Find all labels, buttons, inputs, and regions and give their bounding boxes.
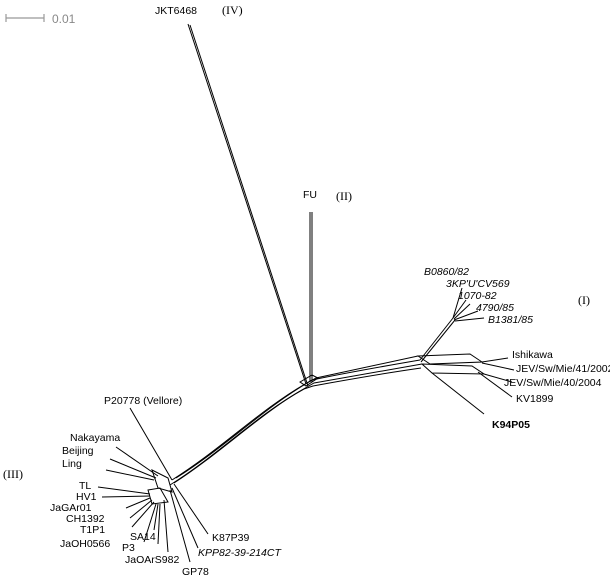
right-splits-box-1 — [416, 353, 484, 365]
center-splits-box — [299, 374, 319, 387]
taxon-ishikawa: Ishikawa — [512, 349, 553, 361]
left-cluster-edges — [97, 407, 209, 563]
taxon-jagar01: JaGAr01 — [50, 502, 92, 514]
backbone-left-4 — [175, 381, 310, 479]
left-splits-box-1 — [151, 469, 173, 493]
branch-jagar01 — [125, 497, 151, 509]
taxon-k94p05: K94P05 — [492, 419, 530, 431]
branch-hv1 — [101, 495, 151, 498]
branch-1070 — [453, 303, 471, 320]
branch-beijing — [109, 458, 157, 479]
branch-p20778 — [129, 407, 173, 481]
taxon-gp78: GP78 — [182, 566, 209, 578]
taxon-t1p1: T1P1 — [80, 524, 105, 536]
taxon-hv1: HV1 — [76, 491, 97, 503]
branch-t1p1 — [131, 501, 155, 528]
backbone-right-2 — [306, 363, 423, 388]
taxon-b1381: B1381/85 — [488, 314, 533, 326]
taxon-nakayama: Nakayama — [70, 432, 120, 444]
taxon-b0860: B0860/82 — [424, 266, 469, 278]
scale-bar: 0.01 — [5, 12, 76, 26]
taxon-kv1899: KV1899 — [516, 393, 554, 405]
branch-b0860 — [452, 287, 463, 319]
branch-kv1899 — [477, 371, 513, 398]
taxon-mie40: JEV/Sw/Mie/40/2004 — [504, 377, 602, 389]
branch-p3 — [157, 503, 161, 545]
group-label-ii: (II) — [336, 189, 352, 203]
branch-group1-stem-b — [420, 319, 456, 363]
taxon-1070: 1070-82 — [458, 290, 497, 302]
backbone-right-4 — [308, 355, 419, 383]
taxon-p3: P3 — [122, 542, 135, 554]
taxon-jkt6468: JKT6468 — [155, 5, 197, 17]
branch-ch1392 — [129, 499, 153, 519]
taxon-ling: Ling — [62, 458, 82, 470]
group-label-i: (I) — [578, 293, 590, 307]
backbone-edges — [169, 355, 423, 486]
branch-jkt6468-b — [189, 24, 309, 387]
branch-kpucv569 — [452, 299, 467, 319]
right-cluster-edges — [416, 287, 515, 415]
branch-gp78 — [169, 489, 191, 563]
taxon-sa14: SA14 — [130, 531, 156, 543]
taxon-4790: 4790/85 — [476, 302, 514, 314]
branch-ishikawa — [481, 357, 509, 363]
taxon-mie41: JEV/Sw/Mie/41/2002 — [516, 363, 610, 375]
taxon-jaoars982: JaOArS982 — [125, 554, 179, 566]
taxon-jaoh0566: JaOH0566 — [60, 538, 110, 550]
taxon-tl: TL — [79, 480, 91, 492]
branch-b1381 — [454, 317, 485, 322]
branch-k87p39 — [173, 483, 209, 535]
branch-sa14 — [153, 503, 159, 531]
branch-nakayama — [115, 446, 159, 477]
branch-group1-stem — [419, 317, 454, 361]
taxon-kpp82: KPP82-39-214CT — [198, 547, 282, 559]
branch-4790 — [453, 310, 479, 321]
branch-mie40 — [483, 373, 513, 383]
branch-mie41 — [481, 362, 515, 371]
left-splits-box-2 — [147, 487, 169, 505]
branch-ling — [105, 469, 155, 481]
taxon-p20778: P20778 (Vellore) — [104, 395, 182, 407]
backbone-right-1 — [304, 359, 421, 385]
taxon-kpucv569: 3KP'U'CV569 — [446, 278, 510, 290]
branch-jkt6468 — [187, 23, 307, 385]
taxon-k87p39: K87P39 — [212, 532, 250, 544]
group-label-iii: (III) — [3, 467, 23, 481]
taxon-ch1392: CH1392 — [66, 513, 105, 525]
backbone-left-1 — [171, 383, 306, 481]
scale-bar-label: 0.01 — [52, 12, 76, 26]
branch-jaoh0566 — [143, 503, 157, 543]
branch-kpp82 — [171, 487, 199, 549]
branch-jaoars982 — [163, 499, 169, 553]
group-label-iv: (IV) — [222, 3, 243, 17]
long-branches — [187, 23, 313, 387]
branch-k94p05 — [431, 372, 485, 415]
right-splits-box-2 — [420, 363, 486, 375]
backbone-right-3 — [303, 367, 422, 390]
taxon-fu: FU — [303, 189, 317, 201]
taxon-beijing: Beijing — [62, 445, 94, 457]
branch-tl — [97, 486, 151, 495]
backbone-left-3 — [169, 388, 305, 486]
